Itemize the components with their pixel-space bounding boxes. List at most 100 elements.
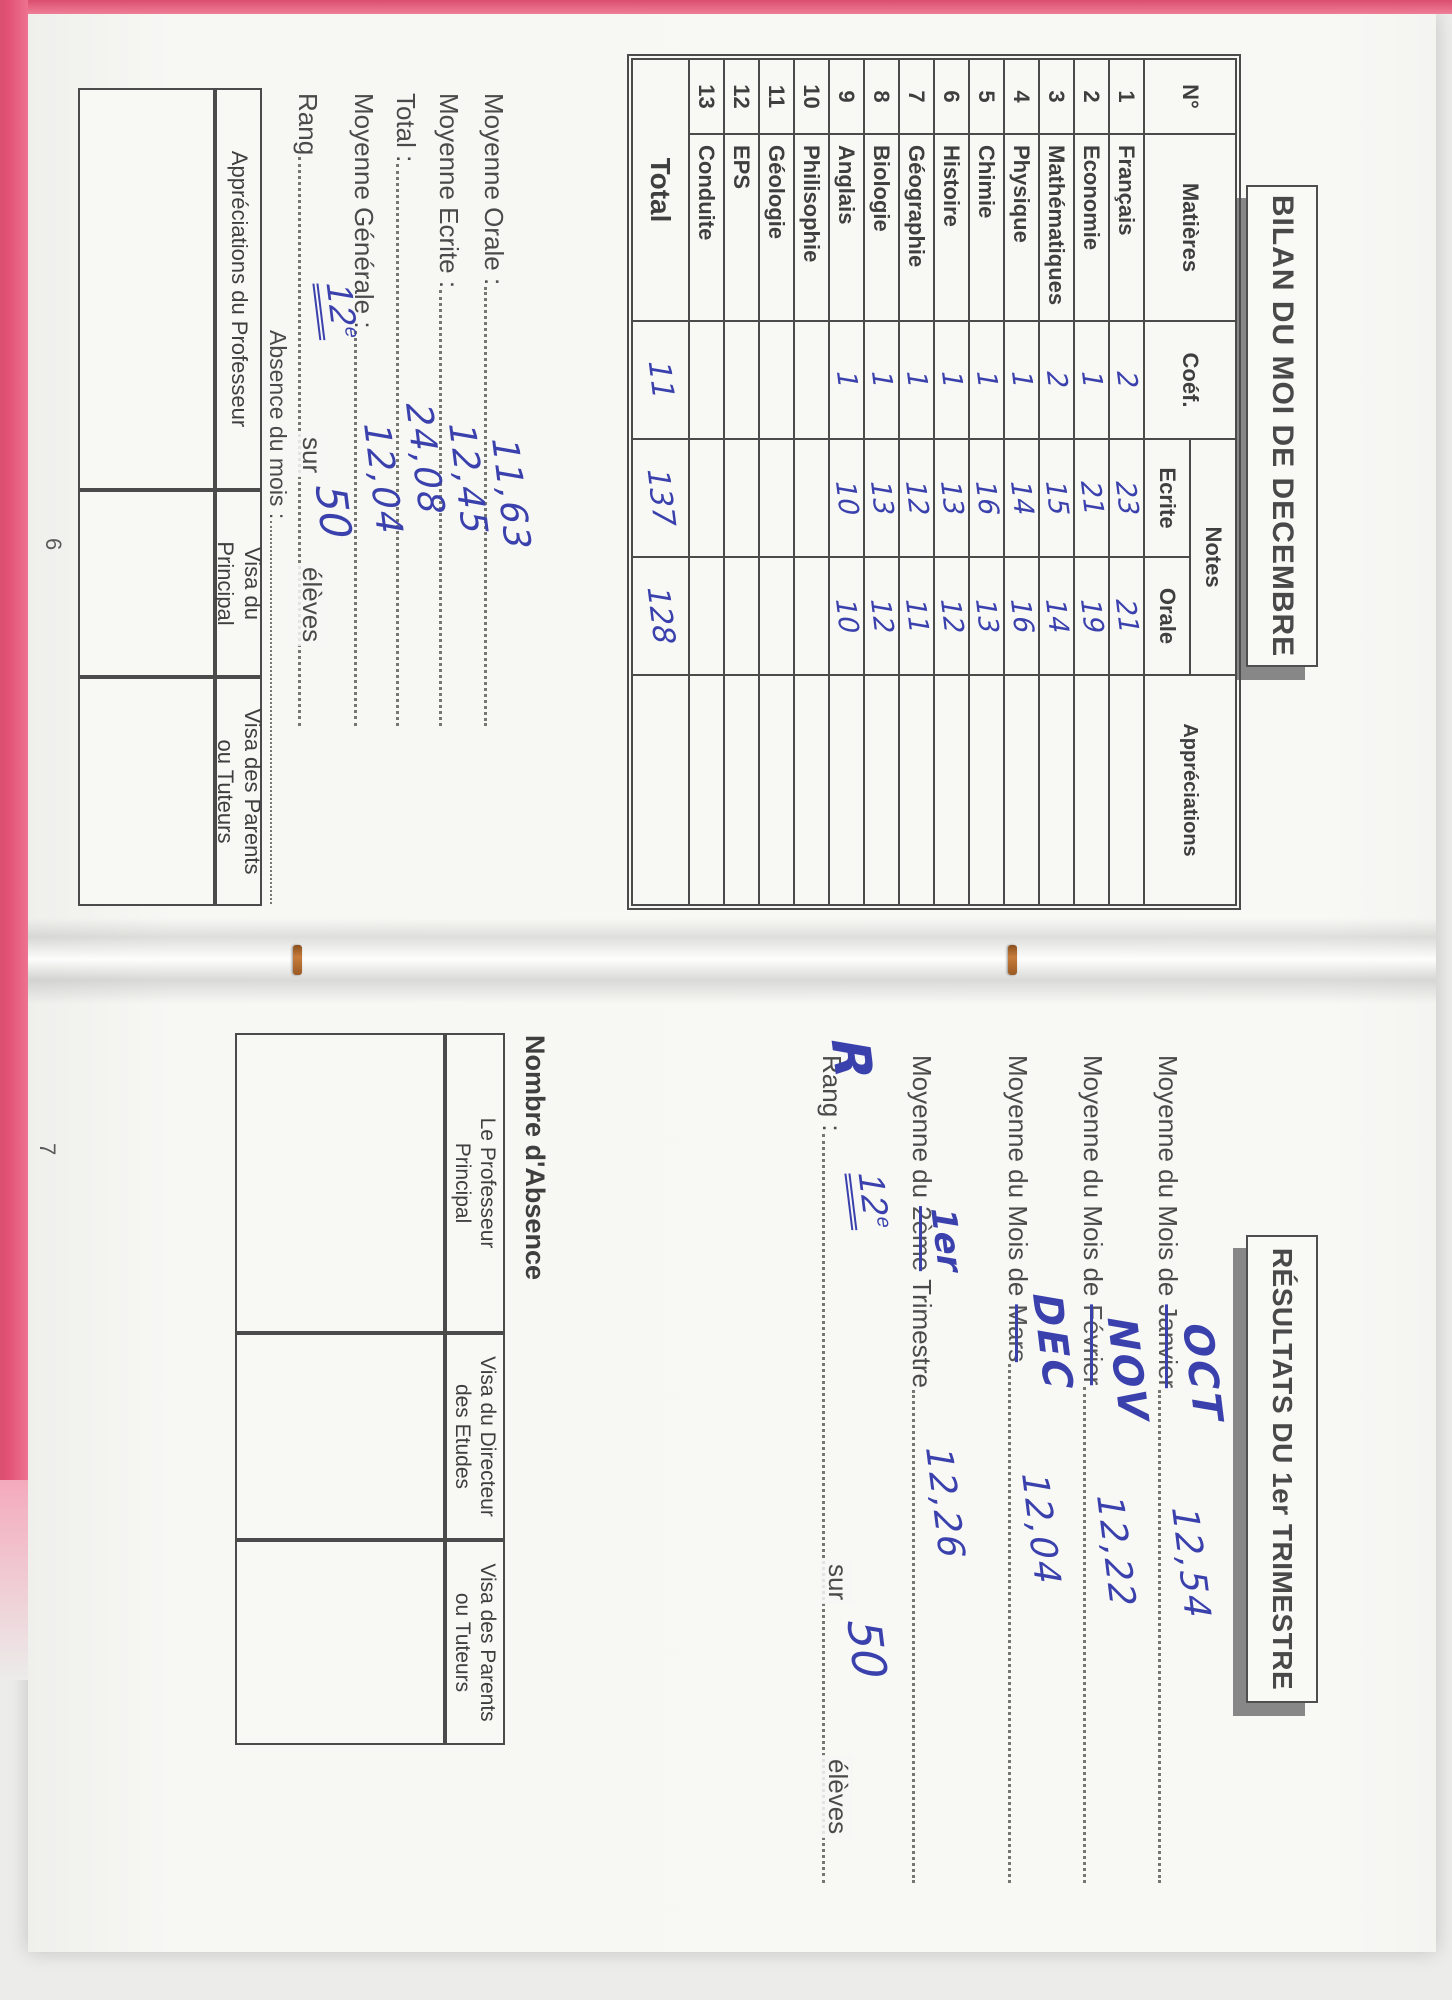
total-oral-handwritten: 128 xyxy=(639,587,683,645)
staple-icon xyxy=(293,945,302,975)
cell-written: 16 xyxy=(969,439,1004,557)
cell-remarks xyxy=(1074,675,1109,905)
cell-num: 3 xyxy=(1039,59,1074,134)
cell-subject: Chimie xyxy=(969,134,1004,321)
handwritten-grade: 12 xyxy=(899,480,934,516)
month-line-dec: Moyenne du Mois de Mars DEC 12,04 xyxy=(1000,1055,1081,1885)
cell-subject: Philisophie xyxy=(794,134,829,321)
cover-edge-bottom xyxy=(0,0,28,1560)
cell-remarks xyxy=(724,675,759,905)
header-visa-principal: Visa du Principal xyxy=(214,490,265,677)
cell-remarks xyxy=(794,675,829,905)
cell-oral xyxy=(724,557,759,675)
trimester-line: Moyenne du 2ème 1er Trimestre 12,26 xyxy=(904,1055,972,1885)
page-number-7: 7 xyxy=(35,1143,60,1156)
cell-written: 21 xyxy=(1074,439,1109,557)
grades-row: 5 Chimie 1 16 13 xyxy=(969,59,1004,905)
handwritten-grade: 1 xyxy=(935,371,969,389)
cell-oral: 13 xyxy=(969,557,1004,675)
total-label: Total xyxy=(632,59,689,321)
col-header-oral: Orale xyxy=(1144,557,1190,675)
staple-icon xyxy=(1008,945,1017,975)
handwritten-grade: 1 xyxy=(830,371,864,389)
page7-title: RÉSULTATS DU 1er TRIMESTRE xyxy=(1246,1235,1318,1703)
cell-num: 1 xyxy=(1109,59,1144,134)
grades-table: N° Matières Coéf. Notes Appréciations Ec… xyxy=(628,52,1240,912)
cell-oral: 11 xyxy=(899,557,934,675)
sur-word: sur xyxy=(294,433,327,478)
cover-edge-left xyxy=(0,0,1452,14)
header-appreciations-professeur: Appréciations du Professeur xyxy=(215,88,262,490)
cell-num: 5 xyxy=(969,59,1004,134)
handwritten-grade: 13 xyxy=(969,598,1004,634)
grades-row: 8 Biologie 1 13 12 xyxy=(864,59,899,905)
cell-coef: 1 xyxy=(829,321,864,439)
handwritten-grade: 13 xyxy=(934,480,969,516)
handwritten-grade: 1 xyxy=(865,371,899,389)
rank-value-handwritten: 12e xyxy=(844,1173,897,1231)
handwritten-grade: 16 xyxy=(969,480,1004,516)
cell-coef xyxy=(794,321,829,439)
cell-num: 6 xyxy=(934,59,969,134)
handwritten-grade: 14 xyxy=(1039,598,1074,634)
handwritten-grade: 10 xyxy=(829,480,864,516)
cover-edge-fade xyxy=(0,1480,28,1680)
col-header-notes: Notes xyxy=(1190,439,1236,675)
cell-remarks xyxy=(864,675,899,905)
cell-coef: 1 xyxy=(899,321,934,439)
cell-coef xyxy=(689,321,724,439)
handwritten-grade: 23 xyxy=(1109,480,1144,516)
cell-subject: Géologie xyxy=(759,134,794,321)
handwritten-grade: 1 xyxy=(970,371,1004,389)
cell-subject: Conduite xyxy=(689,134,724,321)
cell-coef: 2 xyxy=(1109,321,1144,439)
handwritten-grade: 12 xyxy=(934,598,969,634)
empty-signature-cell xyxy=(78,490,215,677)
page6-title: BILAN DU MOI DE DECEMBRE xyxy=(1246,185,1318,667)
handwritten-grade: 21 xyxy=(1074,480,1109,516)
cell-coef: 1 xyxy=(934,321,969,439)
cell-written: 15 xyxy=(1039,439,1074,557)
cell-remarks xyxy=(759,675,794,905)
cell-oral: 12 xyxy=(864,557,899,675)
col-header-written: Ecrite xyxy=(1144,439,1190,557)
summary-label: Moyenne Ecrite : xyxy=(434,93,464,289)
cell-oral: 12 xyxy=(934,557,969,675)
grades-row: 11 Géologie xyxy=(759,59,794,905)
cell-written: 12 xyxy=(899,439,934,557)
visa-table-p6: Appréciations du Professeur Visa du Prin… xyxy=(78,88,265,906)
rank-value-handwritten: 12e xyxy=(312,283,365,341)
dotted-leader xyxy=(270,521,272,904)
cell-written: 23 xyxy=(1109,439,1144,557)
cell-num: 9 xyxy=(829,59,864,134)
cell-remarks xyxy=(1109,675,1144,905)
cell-num: 4 xyxy=(1004,59,1039,134)
cell-written xyxy=(759,439,794,557)
hand-trimester: 1er xyxy=(922,1207,970,1272)
cell-remarks xyxy=(689,675,724,905)
grades-row: 12 EPS xyxy=(724,59,759,905)
rank-count-handwritten: 50 xyxy=(305,484,362,539)
month-label: Moyenne du Mois de xyxy=(1078,1055,1108,1297)
handwritten-grade: 1 xyxy=(1075,371,1109,389)
cell-written xyxy=(724,439,759,557)
grades-table-body: 1 Français 2 23 21 2 Economie 1 21 19 3 Mathématiqu… xyxy=(689,59,1144,905)
cell-coef: 1 xyxy=(864,321,899,439)
cell-num: 13 xyxy=(689,59,724,134)
cell-num: 8 xyxy=(864,59,899,134)
col-header-coef: Coéf. xyxy=(1144,321,1236,439)
cell-oral: 10 xyxy=(829,557,864,675)
cell-subject: Anglais xyxy=(829,134,864,321)
handwritten-grade: 16 xyxy=(1004,598,1039,634)
cell-remarks xyxy=(969,675,1004,905)
summary-line-general: Moyenne Générale : 12,04 xyxy=(346,93,410,728)
cell-coef: 2 xyxy=(1039,321,1074,439)
month-line-oct: Moyenne du Mois de Janvier OCT 12,54 xyxy=(1150,1055,1231,1885)
empty-signature-cell xyxy=(78,677,215,906)
cell-subject: Economie xyxy=(1074,134,1109,321)
cell-subject: Physique xyxy=(1004,134,1039,321)
summary-label: Moyenne Orale : xyxy=(479,93,509,286)
grades-row: 2 Economie 1 21 19 xyxy=(1074,59,1109,905)
handwritten-grade: 14 xyxy=(1004,480,1039,516)
cell-written: 13 xyxy=(864,439,899,557)
